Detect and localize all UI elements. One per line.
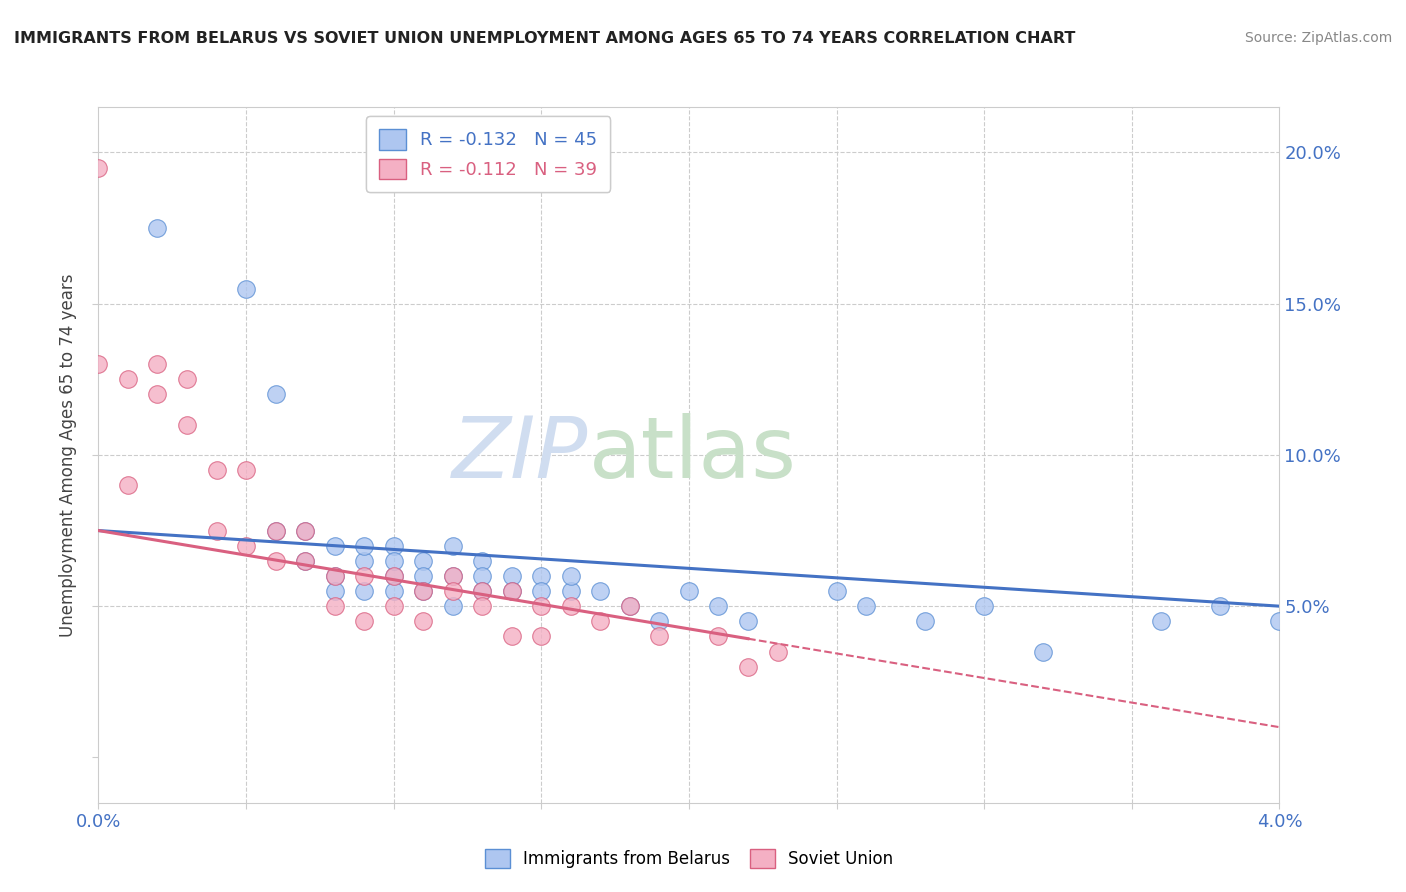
Point	[501, 629, 523, 643]
Point	[294, 554, 316, 568]
Point	[441, 599, 464, 614]
Point	[264, 554, 287, 568]
Point	[914, 615, 936, 629]
Point	[619, 599, 641, 614]
Point	[825, 584, 848, 599]
Point	[560, 569, 582, 583]
Point	[707, 599, 730, 614]
Point	[323, 584, 346, 599]
Legend: R = -0.132   N = 45, R = -0.112   N = 39: R = -0.132 N = 45, R = -0.112 N = 39	[366, 116, 610, 192]
Point	[205, 524, 228, 538]
Point	[412, 569, 434, 583]
Point	[471, 569, 494, 583]
Point	[117, 478, 139, 492]
Point	[973, 599, 995, 614]
Point	[501, 569, 523, 583]
Point	[501, 584, 523, 599]
Point	[471, 599, 494, 614]
Point	[855, 599, 877, 614]
Point	[382, 584, 405, 599]
Point	[412, 584, 434, 599]
Point	[353, 569, 375, 583]
Point	[471, 554, 494, 568]
Point	[235, 539, 257, 553]
Point	[1150, 615, 1173, 629]
Point	[412, 584, 434, 599]
Point	[678, 584, 700, 599]
Point	[441, 569, 464, 583]
Point	[323, 599, 346, 614]
Point	[441, 539, 464, 553]
Point	[294, 554, 316, 568]
Point	[471, 584, 494, 599]
Y-axis label: Unemployment Among Ages 65 to 74 years: Unemployment Among Ages 65 to 74 years	[59, 273, 77, 637]
Point	[382, 554, 405, 568]
Point	[205, 463, 228, 477]
Point	[353, 539, 375, 553]
Point	[766, 644, 789, 658]
Point	[235, 281, 257, 295]
Point	[353, 554, 375, 568]
Point	[176, 372, 198, 386]
Point	[264, 524, 287, 538]
Point	[530, 584, 553, 599]
Point	[1209, 599, 1232, 614]
Point	[589, 584, 612, 599]
Point	[1032, 644, 1054, 658]
Point	[648, 629, 671, 643]
Point	[382, 539, 405, 553]
Point	[471, 584, 494, 599]
Point	[648, 615, 671, 629]
Point	[87, 161, 110, 175]
Point	[294, 524, 316, 538]
Point	[441, 584, 464, 599]
Point	[87, 357, 110, 371]
Point	[737, 659, 759, 673]
Point	[589, 615, 612, 629]
Text: atlas: atlas	[589, 413, 797, 497]
Point	[323, 539, 346, 553]
Point	[441, 569, 464, 583]
Point	[560, 599, 582, 614]
Point	[294, 524, 316, 538]
Point	[264, 524, 287, 538]
Point	[323, 569, 346, 583]
Point	[737, 615, 759, 629]
Point	[382, 569, 405, 583]
Point	[323, 569, 346, 583]
Text: IMMIGRANTS FROM BELARUS VS SOVIET UNION UNEMPLOYMENT AMONG AGES 65 TO 74 YEARS C: IMMIGRANTS FROM BELARUS VS SOVIET UNION …	[14, 31, 1076, 46]
Point	[353, 584, 375, 599]
Point	[117, 372, 139, 386]
Point	[560, 584, 582, 599]
Point	[382, 569, 405, 583]
Point	[530, 629, 553, 643]
Text: Source: ZipAtlas.com: Source: ZipAtlas.com	[1244, 31, 1392, 45]
Point	[707, 629, 730, 643]
Point	[264, 387, 287, 401]
Point	[530, 569, 553, 583]
Point	[146, 221, 169, 235]
Point	[146, 387, 169, 401]
Text: ZIP: ZIP	[453, 413, 589, 497]
Point	[530, 599, 553, 614]
Point	[382, 599, 405, 614]
Point	[412, 554, 434, 568]
Point	[619, 599, 641, 614]
Point	[501, 584, 523, 599]
Point	[353, 615, 375, 629]
Point	[412, 615, 434, 629]
Legend: Immigrants from Belarus, Soviet Union: Immigrants from Belarus, Soviet Union	[478, 842, 900, 875]
Point	[146, 357, 169, 371]
Point	[1268, 615, 1291, 629]
Point	[176, 417, 198, 432]
Point	[235, 463, 257, 477]
